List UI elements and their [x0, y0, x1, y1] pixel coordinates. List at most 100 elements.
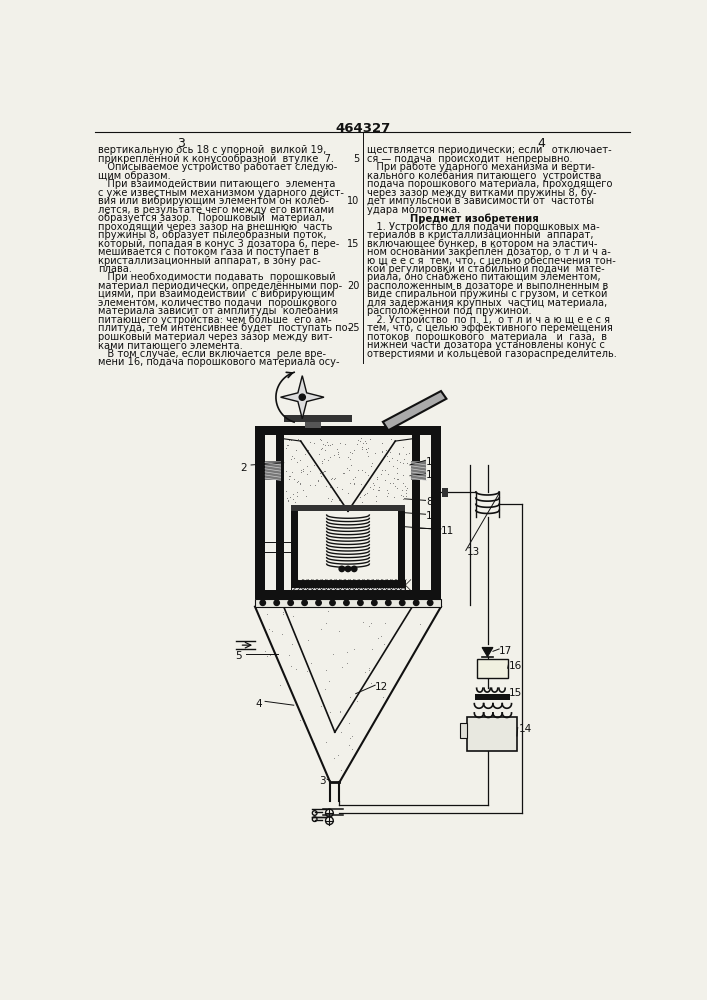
- Bar: [460, 723, 467, 738]
- Bar: [467, 717, 517, 751]
- Text: расположенной под пружиной.: расположенной под пружиной.: [368, 306, 532, 316]
- Text: 20: 20: [347, 281, 360, 291]
- Text: 16: 16: [509, 661, 522, 671]
- Bar: [411, 461, 426, 480]
- Text: через зазор между витками пружины 8, бу-: через зазор между витками пружины 8, бу-: [368, 188, 597, 198]
- Text: При взаимодействии питающего  элемента: При взаимодействии питающего элемента: [98, 179, 335, 189]
- Bar: [255, 426, 441, 435]
- Text: При работе ударного механизма и верти-: При работе ударного механизма и верти-: [368, 162, 595, 172]
- Circle shape: [372, 600, 377, 605]
- Text: 13: 13: [467, 547, 480, 557]
- Text: 18: 18: [426, 457, 440, 467]
- Text: ществляется периодически; если   отключает-: ществляется периодически; если отключает…: [368, 145, 612, 155]
- Text: 8: 8: [426, 497, 433, 507]
- Text: 2: 2: [240, 463, 247, 473]
- Bar: [255, 599, 441, 607]
- Text: прикреплённой к конусообразной  втулке  7.: прикреплённой к конусообразной втулке 7.: [98, 154, 334, 164]
- Polygon shape: [482, 647, 493, 657]
- Text: дет импульсной в зависимости от  частоты: дет импульсной в зависимости от частоты: [368, 196, 595, 206]
- Bar: [265, 461, 281, 480]
- Text: риала, оно снабжено питающим элементом,: риала, оно снабжено питающим элементом,: [368, 272, 601, 282]
- Circle shape: [385, 600, 391, 605]
- Text: с уже известным механизмом ударного дейст-: с уже известным механизмом ударного дейс…: [98, 188, 344, 198]
- Text: кристаллизационный аппарат, в зону рас-: кристаллизационный аппарат, в зону рас-: [98, 256, 320, 266]
- Text: плава.: плава.: [98, 264, 132, 274]
- Text: 25: 25: [347, 323, 360, 333]
- Text: ся — подача  происходит  непрерывно.: ся — подача происходит непрерывно.: [368, 154, 573, 164]
- Bar: [291, 505, 298, 588]
- Text: подача порошкового материала, проходящего: подача порошкового материала, проходящег…: [368, 179, 613, 189]
- Bar: [442, 488, 448, 497]
- Text: 15: 15: [347, 239, 360, 249]
- Bar: [284, 415, 352, 422]
- Text: нижней части дозатора установлены конус с: нижней части дозатора установлены конус …: [368, 340, 605, 350]
- Circle shape: [316, 600, 321, 605]
- Bar: [431, 426, 441, 597]
- Text: 10: 10: [426, 511, 439, 521]
- Circle shape: [344, 600, 349, 605]
- Circle shape: [299, 394, 305, 400]
- Text: 1: 1: [256, 582, 262, 592]
- Circle shape: [351, 566, 357, 572]
- Text: тем, что, с целью эффективного перемещения: тем, что, с целью эффективного перемещен…: [368, 323, 613, 333]
- Circle shape: [414, 600, 419, 605]
- Circle shape: [358, 600, 363, 605]
- Text: питающего устройства: чем больше  его ам-: питающего устройства: чем больше его ам-: [98, 315, 332, 325]
- Text: кального колебания питающего  устройства: кального колебания питающего устройства: [368, 171, 602, 181]
- Text: пружины 8, образует пылеобразный поток,: пружины 8, образует пылеобразный поток,: [98, 230, 326, 240]
- Text: включающее бункер, в котором на эластич-: включающее бункер, в котором на эластич-: [368, 239, 598, 249]
- Text: 7: 7: [255, 550, 262, 560]
- Text: 4: 4: [255, 699, 262, 709]
- Text: кой регулировки и стабильной подачи  мате-: кой регулировки и стабильной подачи мате…: [368, 264, 605, 274]
- Bar: [291, 580, 404, 590]
- Text: ю щ е е с я  тем, что, с целью обеспечения тон-: ю щ е е с я тем, что, с целью обеспечени…: [368, 256, 617, 266]
- Circle shape: [428, 600, 433, 605]
- Text: Предмет изобретения: Предмет изобретения: [410, 213, 539, 224]
- Text: вия или вибрирующим элементом он колеб-: вия или вибрирующим элементом он колеб-: [98, 196, 329, 206]
- Text: 15: 15: [509, 688, 522, 698]
- Bar: [276, 435, 284, 590]
- Polygon shape: [383, 391, 446, 430]
- Text: 6: 6: [255, 540, 262, 550]
- Text: мени 16, подача порошкового материала осу-: мени 16, подача порошкового материала ос…: [98, 357, 339, 367]
- Text: циями, при взаимодействии  с вибрирующим: циями, при взаимодействии с вибрирующим: [98, 289, 334, 299]
- Text: 5: 5: [354, 154, 360, 164]
- Bar: [305, 422, 321, 428]
- Circle shape: [329, 600, 335, 605]
- Text: материал периодически, определёнными пор-: материал периодически, определёнными пор…: [98, 281, 342, 291]
- Bar: [291, 581, 404, 588]
- Bar: [397, 505, 404, 588]
- Text: который, попадая в конус 3 дозатора 6, пере-: который, попадая в конус 3 дозатора 6, п…: [98, 239, 339, 249]
- Text: щим образом.: щим образом.: [98, 171, 170, 181]
- Bar: [475, 694, 510, 700]
- Text: 19: 19: [426, 470, 440, 480]
- Text: ками питающего элемента.: ками питающего элемента.: [98, 340, 243, 350]
- Text: 12: 12: [375, 682, 388, 692]
- Circle shape: [260, 600, 265, 605]
- Text: При необходимости подавать  порошковый: При необходимости подавать порошковый: [98, 272, 335, 282]
- Circle shape: [339, 566, 344, 572]
- Text: удара молоточка.: удара молоточка.: [368, 205, 461, 215]
- Text: отверстиями и кольцевой газораспределитель.: отверстиями и кольцевой газораспределите…: [368, 349, 617, 359]
- Circle shape: [288, 600, 293, 605]
- Text: териалов в кристаллизационный  аппарат,: териалов в кристаллизационный аппарат,: [368, 230, 594, 240]
- Text: элементом, количество подачи  порошкового: элементом, количество подачи порошкового: [98, 298, 337, 308]
- Text: плитуда, тем интенсивнее будет  поступать по-: плитуда, тем интенсивнее будет поступать…: [98, 323, 351, 333]
- Text: 2. Устройство  по п. 1,  о т л и ч а ю щ е е с я: 2. Устройство по п. 1, о т л и ч а ю щ е…: [368, 315, 610, 325]
- Text: проходящий через зазор на внешнюю  часть: проходящий через зазор на внешнюю часть: [98, 222, 332, 232]
- Bar: [477, 659, 508, 678]
- Circle shape: [345, 566, 351, 572]
- Text: рошковый материал через зазор между вит-: рошковый материал через зазор между вит-: [98, 332, 332, 342]
- Text: 10: 10: [347, 196, 360, 206]
- Text: 4: 4: [538, 137, 546, 150]
- Bar: [291, 505, 404, 511]
- Text: образуется зазор.  Порошковый  материал,: образуется зазор. Порошковый материал,: [98, 213, 325, 223]
- Text: мешивается с потоком газа и поступает в: мешивается с потоком газа и поступает в: [98, 247, 319, 257]
- Circle shape: [274, 600, 279, 605]
- Text: 3: 3: [177, 137, 185, 150]
- Text: В том случае, если включается  реле вре-: В том случае, если включается реле вре-: [98, 349, 326, 359]
- Text: Описываемое устройство работает следую-: Описываемое устройство работает следую-: [98, 162, 337, 172]
- Text: лется, в результате чего между его витками: лется, в результате чего между его витка…: [98, 205, 334, 215]
- Text: 11: 11: [441, 526, 455, 536]
- Polygon shape: [281, 376, 324, 419]
